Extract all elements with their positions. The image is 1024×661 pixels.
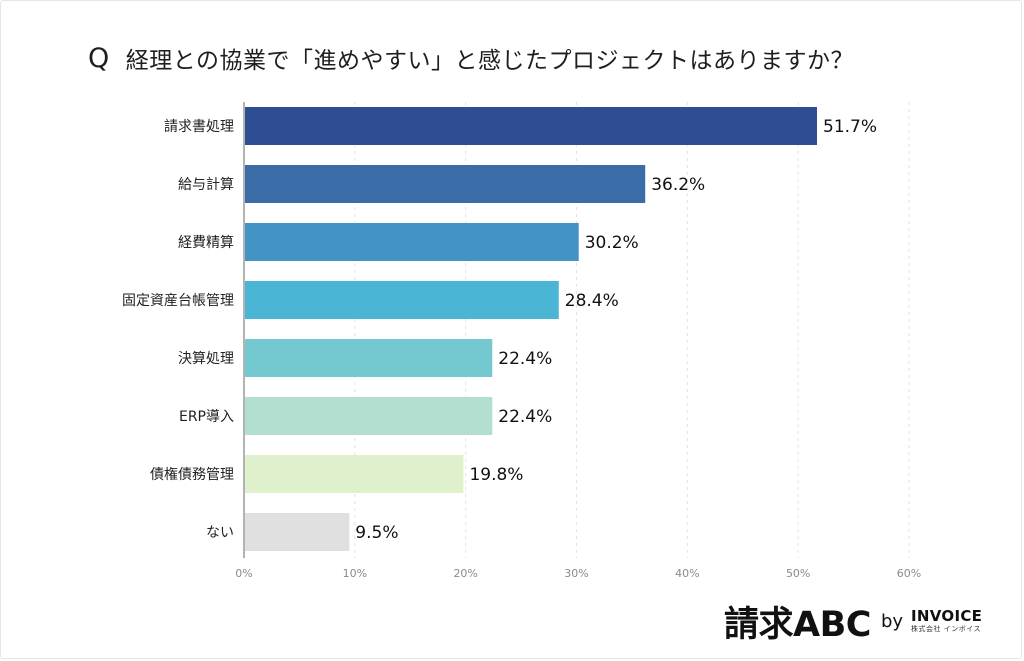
bar-1: [245, 107, 818, 145]
question-text: 経理との協業で「進めやすい」と感じたプロジェクトはありますか？: [125, 48, 855, 74]
x-tick-label: 0%: [235, 567, 252, 580]
category-label: ない: [206, 525, 234, 541]
bar-7: [245, 455, 464, 493]
question-title: Q 経理との協業で「進めやすい」と感じたプロジェクトはありますか？: [88, 38, 854, 78]
category-label: 請求書処理: [164, 119, 234, 135]
bar-4: [245, 281, 559, 319]
value-label: 30.2%: [585, 233, 639, 253]
logo-brand: INVOICE 株式会社 インボイス: [911, 609, 982, 633]
x-tick-label: 60%: [897, 567, 921, 580]
question-prefix: Q: [88, 42, 110, 74]
value-label: 28.4%: [565, 291, 619, 311]
bar-6: [245, 397, 493, 435]
logo-by-text: by: [880, 610, 904, 632]
value-label: 19.8%: [469, 465, 523, 485]
brand-logo: 請求ABC by INVOICE 株式会社 インボイス: [724, 598, 982, 645]
bar-2: [245, 165, 646, 203]
category-label: 給与計算: [178, 177, 234, 193]
category-label: 決算処理: [178, 351, 234, 367]
x-tick-label: 30%: [564, 567, 588, 580]
x-tick-label: 10%: [343, 567, 367, 580]
bar-8: [245, 513, 350, 551]
value-label: 22.4%: [498, 349, 552, 369]
category-label: 固定資産台帳管理: [122, 293, 234, 309]
logo-brand-name: INVOICE: [911, 607, 983, 625]
x-tick-label: 20%: [453, 567, 477, 580]
bar-5: [245, 339, 493, 377]
x-tick-label: 40%: [675, 567, 699, 580]
bar-3: [245, 223, 579, 261]
value-label: 36.2%: [651, 175, 705, 195]
logo-brand-subtitle: 株式会社 インボイス: [911, 625, 982, 633]
x-tick-label: 50%: [786, 567, 810, 580]
value-label: 22.4%: [498, 407, 552, 427]
category-label: ERP導入: [179, 409, 234, 425]
value-label: 9.5%: [355, 523, 398, 543]
logo-main-text: 請求ABC: [724, 604, 871, 645]
value-label: 51.7%: [823, 117, 877, 137]
category-label: 債権債務管理: [150, 466, 234, 483]
category-label: 経費精算: [178, 235, 234, 251]
